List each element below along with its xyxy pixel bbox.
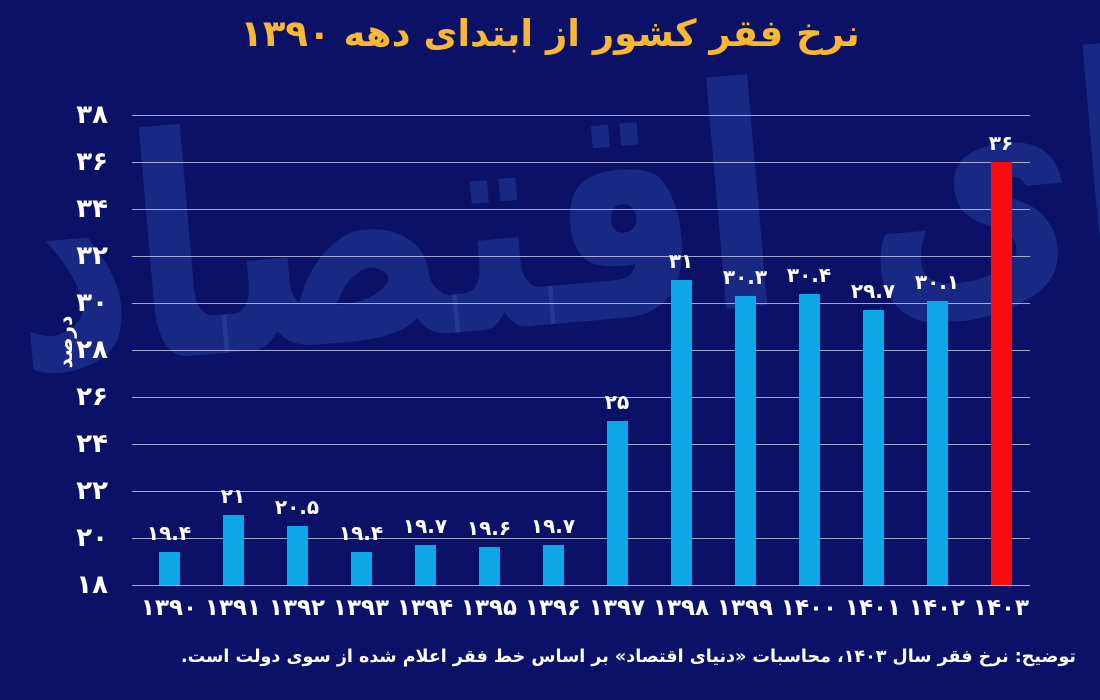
y-tick-label: ۲۰ bbox=[76, 523, 108, 553]
bar bbox=[670, 279, 692, 585]
bar-value-label: ۱۹.۷ bbox=[530, 514, 576, 539]
bar bbox=[798, 293, 820, 585]
bar bbox=[222, 514, 244, 585]
bar bbox=[734, 295, 756, 585]
bar-value-label: ۲۹.۷ bbox=[850, 279, 896, 304]
x-tick-label: ۱۴۰۱ bbox=[844, 595, 902, 621]
x-tick-label: ۱۴۰۲ bbox=[908, 595, 966, 621]
y-tick-label: ۳۰ bbox=[76, 288, 108, 318]
bar bbox=[862, 310, 884, 585]
x-tick-label: ۱۳۹۰ bbox=[140, 595, 198, 621]
y-tick-label: ۲۶ bbox=[76, 382, 108, 412]
plot-area: ۱۹.۴ ۲۱ ۲۰.۵ ۱۹.۴ ۱۹.۷ ۱۹.۶ ۱۹.۷ ۲۵ ۳۱ ۳۰.۳ ۳۰.۴ ۲۹… bbox=[132, 115, 1030, 586]
x-tick-label: ۱۳۹۹ bbox=[716, 595, 774, 621]
gridline bbox=[132, 115, 1030, 116]
x-tick-label: ۱۳۹۶ bbox=[524, 595, 582, 621]
bar bbox=[350, 552, 372, 585]
gridline bbox=[132, 397, 1030, 398]
gridline bbox=[132, 444, 1030, 445]
bar-value-label: ۲۱ bbox=[220, 483, 246, 508]
bar-value-label: ۱۹.۴ bbox=[338, 521, 384, 546]
bar bbox=[158, 552, 180, 585]
bar bbox=[286, 526, 308, 585]
x-tick-label: ۱۳۹۴ bbox=[396, 595, 454, 621]
gridline bbox=[132, 491, 1030, 492]
bar-value-label: ۳۰.۳ bbox=[722, 264, 768, 289]
chart-title: نرخ فقر کشور از ابتدای دهه ۱۳۹۰ bbox=[240, 12, 860, 55]
y-axis-ticks: ۱۸ ۲۰ ۲۲ ۲۴ ۲۶ ۲۸ ۳۰ ۳۲ ۳۴ ۳۶ ۳۸ bbox=[0, 100, 112, 600]
footnote: توضیح: نرخ فقر سال ۱۴۰۳، محاسبات «دنیای … bbox=[180, 647, 1076, 667]
gridline bbox=[132, 209, 1030, 210]
bar-value-label: ۱۹.۴ bbox=[146, 521, 192, 546]
x-axis-ticks: ۱۳۹۰ ۱۳۹۱ ۱۳۹۲ ۱۳۹۳ ۱۳۹۴ ۱۳۹۵ ۱۳۹۶ ۱۳۹۷ ۱۳۹۸ ۱۳۹۹… bbox=[132, 593, 1030, 627]
bar-value-label: ۳۱ bbox=[668, 248, 694, 273]
gridline bbox=[132, 256, 1030, 257]
x-tick-label: ۱۳۹۲ bbox=[268, 595, 326, 621]
bar-value-label: ۳۰.۴ bbox=[786, 262, 832, 287]
gridline bbox=[132, 538, 1030, 539]
y-tick-label: ۲۸ bbox=[76, 335, 108, 365]
bar bbox=[926, 300, 948, 585]
gridline bbox=[132, 303, 1030, 304]
y-tick-label: ۲۴ bbox=[76, 429, 108, 459]
y-tick-label: ۳۴ bbox=[76, 194, 108, 224]
bar bbox=[478, 547, 500, 585]
bar-value-label: ۲۵ bbox=[604, 389, 630, 414]
bar-value-label: ۱۹.۷ bbox=[402, 514, 448, 539]
x-tick-label: ۱۳۹۸ bbox=[652, 595, 710, 621]
bar bbox=[414, 545, 436, 585]
bar-value-label: ۱۹.۶ bbox=[466, 516, 512, 541]
y-tick-label: ۳۸ bbox=[76, 100, 108, 130]
bar bbox=[990, 162, 1012, 585]
x-tick-label: ۱۳۹۷ bbox=[588, 595, 646, 621]
bar bbox=[542, 545, 564, 585]
bar-value-label: ۳۰.۱ bbox=[914, 269, 960, 294]
x-tick-label: ۱۳۹۵ bbox=[460, 595, 518, 621]
y-tick-label: ۲۲ bbox=[76, 476, 108, 506]
bar bbox=[606, 420, 628, 585]
gridline bbox=[132, 162, 1030, 163]
gridline bbox=[132, 585, 1030, 586]
y-tick-label: ۳۲ bbox=[76, 241, 108, 271]
x-tick-label: ۱۴۰۰ bbox=[780, 595, 838, 621]
bar-value-label: ۳۶ bbox=[988, 131, 1014, 155]
gridline bbox=[132, 350, 1030, 351]
bar-value-label: ۲۰.۵ bbox=[274, 495, 320, 520]
x-tick-label: ۱۳۹۳ bbox=[332, 595, 390, 621]
x-tick-label: ۱۴۰۳ bbox=[972, 595, 1030, 621]
y-tick-label: ۳۶ bbox=[76, 147, 108, 177]
x-tick-label: ۱۳۹۱ bbox=[204, 595, 262, 621]
y-tick-label: ۱۸ bbox=[76, 570, 108, 600]
